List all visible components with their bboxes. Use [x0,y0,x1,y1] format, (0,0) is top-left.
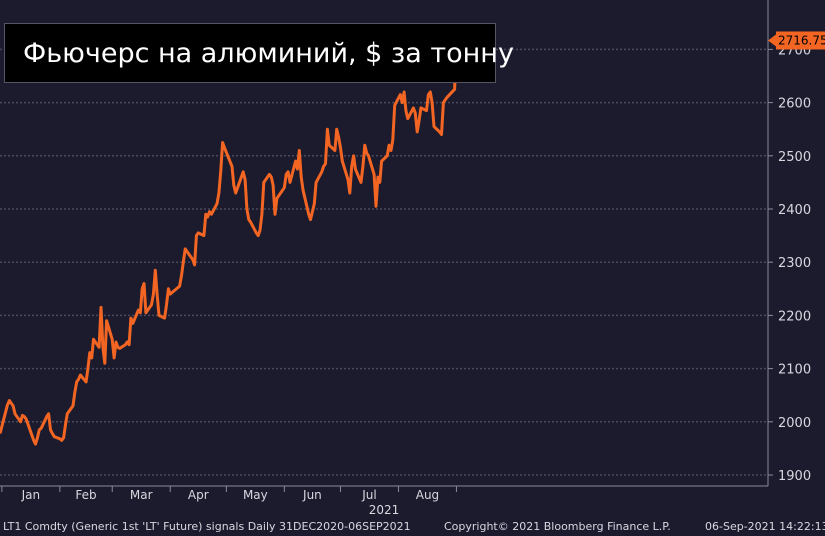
legend: Фьючерс на алюминий, $ за тонну [4,23,514,83]
legend-label: Фьючерс на алюминий, $ за тонну [23,37,514,69]
last-value-pointer [768,34,776,47]
y-tick-label: 2400 [778,203,811,218]
y-tick-label: 2500 [778,150,811,165]
x-tick-label: Mar [130,488,153,502]
x-tick-label: Jan [21,488,41,502]
last-value-badge [776,31,825,50]
x-tick-label: Jun [302,488,322,502]
footer-timestamp: 06-Sep-2021 14:22:13 [705,520,825,533]
footer-source: LT1 Comdty (Generic 1st 'LT' Future) sig… [3,520,411,533]
y-tick-label: 1900 [778,469,811,484]
x-tick-label: Jul [361,488,376,502]
x-axis: Jan Feb Mar Apr May Jun Jul Aug 2021 [0,485,768,517]
y-tick-label: 2100 [778,363,811,378]
last-value-marker: 2716.75 [768,31,825,50]
y-tick-label: 2200 [778,309,811,324]
x-tick-label: Aug [416,488,439,502]
y-tick-label: 2600 [778,97,811,112]
grid-lines [0,48,768,476]
series-line-aluminium-futures [0,39,468,446]
x-axis-year-label: 2021 [369,503,400,517]
footer-copyright: Copyright© 2021 Bloomberg Finance L.P. [444,520,671,533]
x-tick-label: Apr [188,488,209,502]
y-tick-label: 2000 [778,416,811,431]
y-tick-label: 2300 [778,256,811,271]
x-tick-label: May [243,488,268,502]
last-value-text: 2716.75 [778,33,825,47]
x-tick-label: Feb [75,488,96,502]
